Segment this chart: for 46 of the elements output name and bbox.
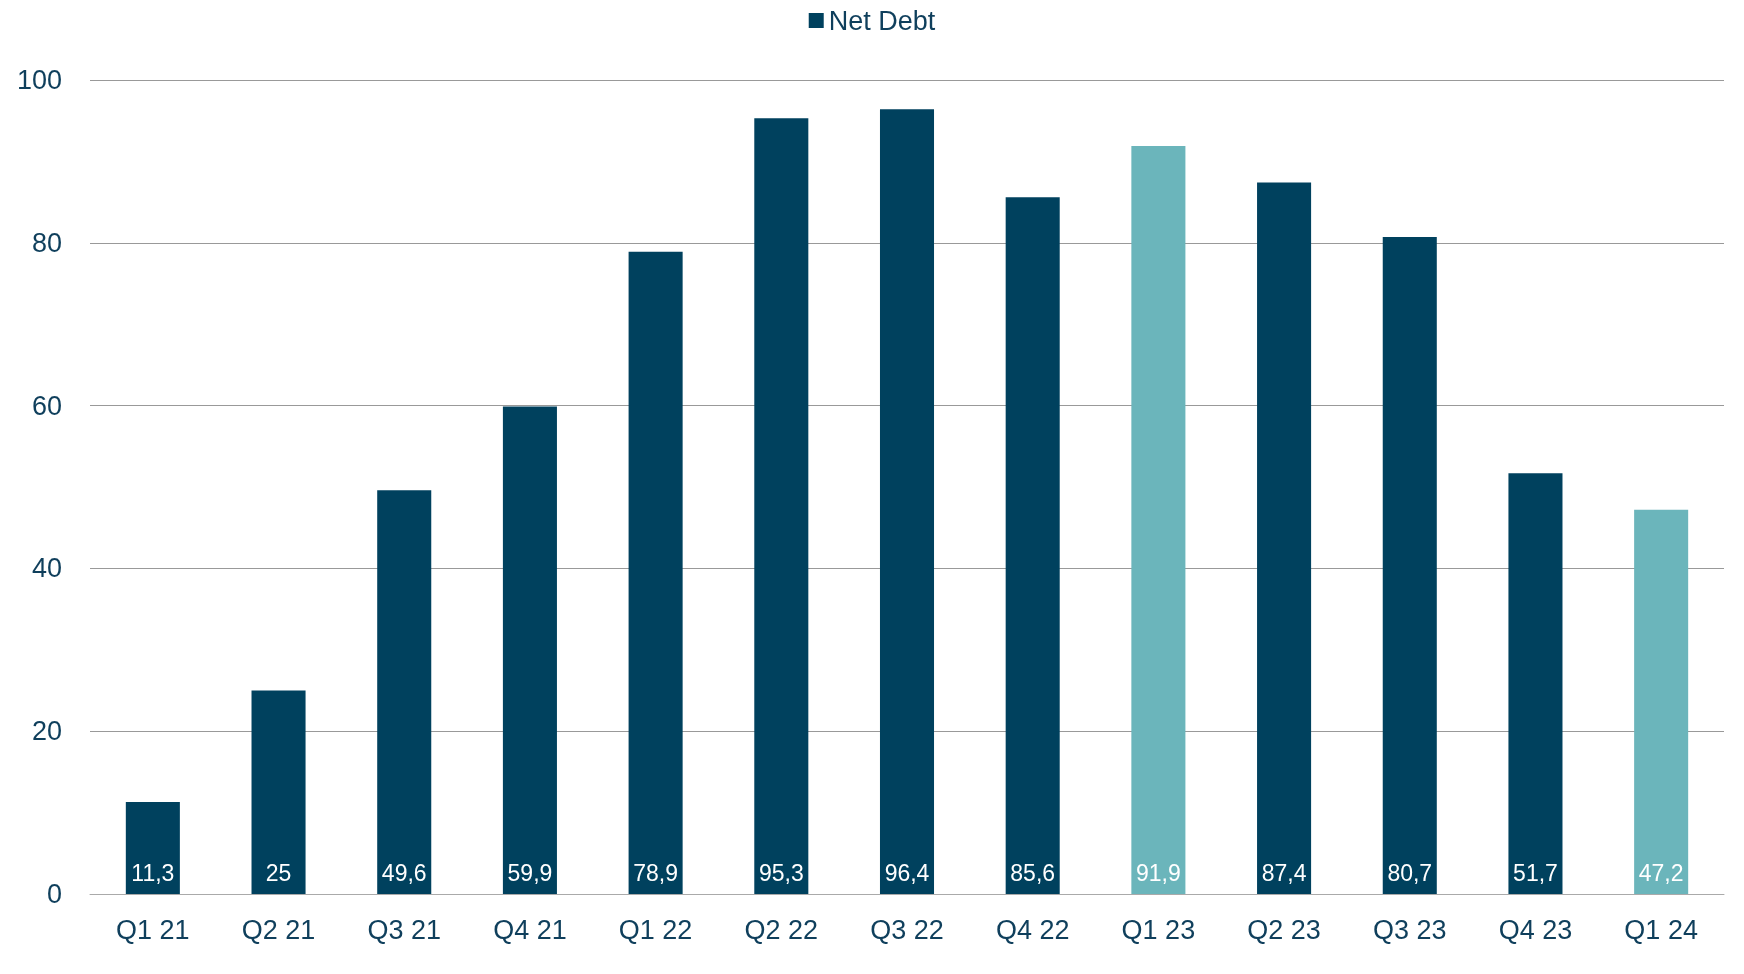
x-tick-label: Q4 23 (1498, 914, 1573, 945)
data-label: 95,3 (758, 859, 804, 886)
data-label: 78,9 (633, 859, 678, 886)
y-tick-label: 20 (31, 716, 62, 747)
x-tick-label: Q4 22 (995, 914, 1070, 945)
y-tick-label: 60 (31, 390, 62, 421)
data-label: 47,2 (1638, 859, 1684, 886)
x-tick-label: Q2 22 (744, 914, 819, 945)
data-label: 96,4 (884, 859, 930, 886)
x-tick-label: Q1 21 (116, 914, 190, 945)
x-tick-label: Q3 22 (870, 914, 944, 945)
legend-label: Net Debt (828, 5, 936, 36)
x-tick-label: Q2 21 (241, 914, 316, 945)
data-label: 11,3 (131, 859, 175, 886)
bar (1382, 237, 1437, 894)
y-tick-label: 80 (31, 227, 62, 258)
data-label: 87,4 (1261, 859, 1307, 886)
x-tick-label: Q3 23 (1372, 914, 1447, 945)
data-label: 51,7 (1513, 859, 1558, 886)
data-label: 25 (265, 859, 292, 886)
data-label: 85,6 (1010, 859, 1056, 886)
data-label: 59,9 (507, 859, 553, 886)
bar (754, 118, 809, 894)
bar (1131, 145, 1186, 894)
y-tick-label: 0 (46, 879, 62, 909)
bar (1508, 473, 1563, 894)
x-tick-label: Q4 21 (493, 914, 567, 945)
bar (125, 802, 180, 894)
bar (1005, 197, 1060, 894)
bar (879, 109, 935, 894)
x-tick-label: Q2 23 (1247, 914, 1321, 945)
bar (502, 406, 557, 894)
data-label: 80,7 (1387, 859, 1433, 886)
bar (377, 490, 432, 894)
x-tick-label: Q1 22 (618, 914, 693, 945)
x-tick-label: Q1 23 (1121, 914, 1196, 945)
y-tick-label: 100 (16, 65, 62, 95)
data-label: 49,6 (381, 859, 427, 886)
data-label: 91,9 (1136, 859, 1181, 886)
x-tick-label: Q3 21 (367, 914, 442, 945)
bar (1634, 509, 1689, 894)
bar (1257, 182, 1312, 894)
x-tick-label: Q1 24 (1624, 914, 1698, 945)
y-tick-label: 40 (31, 553, 62, 584)
bar (628, 251, 683, 894)
bar (251, 690, 306, 894)
